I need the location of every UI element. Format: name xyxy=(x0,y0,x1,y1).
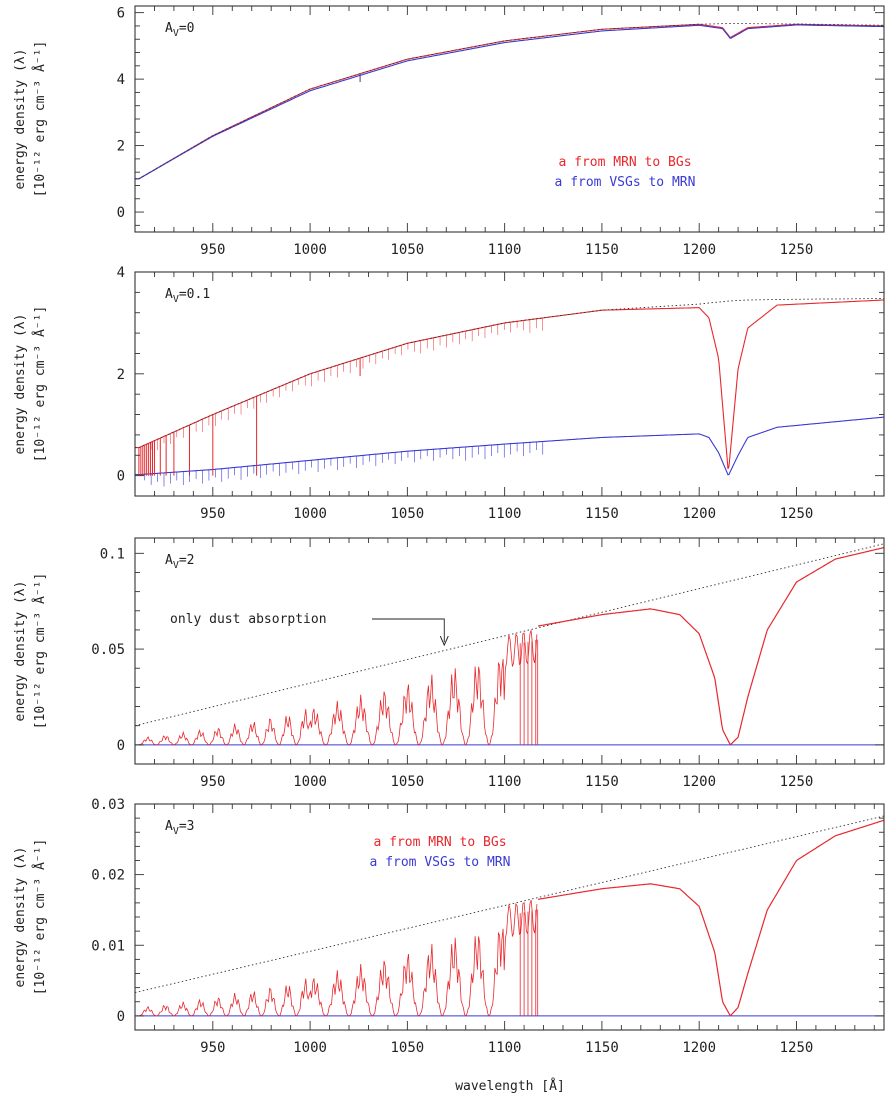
plot-frame xyxy=(134,5,885,233)
y-tick-label: 0.01 xyxy=(91,938,125,954)
x-tick-label: 1250 xyxy=(780,774,814,790)
series-line xyxy=(135,416,884,476)
y-tick-label: 0 xyxy=(117,738,125,754)
plot-frame xyxy=(134,537,885,765)
x-tick-label: 1200 xyxy=(682,1040,716,1056)
dust-only-curve xyxy=(135,23,884,180)
x-tick-label: 1200 xyxy=(682,506,716,522)
x-tick-label: 950 xyxy=(200,242,225,258)
plot-frame xyxy=(134,803,885,1031)
y-axis-label: energy density (λ) xyxy=(13,847,28,988)
x-tick-label: 1000 xyxy=(293,506,327,522)
y-tick-label: 0.03 xyxy=(91,797,125,813)
x-tick-label: 1200 xyxy=(682,242,716,258)
y-tick-label: 4 xyxy=(117,72,125,88)
x-tick-label: 1050 xyxy=(391,1040,425,1056)
y-tick-label: 4 xyxy=(117,265,125,281)
y-tick-label: 0 xyxy=(117,205,125,221)
x-tick-label: 1050 xyxy=(391,242,425,258)
plot-area xyxy=(135,298,884,487)
dust-only-curve xyxy=(135,815,884,994)
series-line xyxy=(537,819,884,1016)
y-axis-label: energy density (λ) xyxy=(13,49,28,190)
x-tick-label: 1000 xyxy=(293,774,327,790)
panel-4: 0 0.01 0.02 0.03 950 1000 1050 1100 1150 1200 1250… xyxy=(13,797,885,1056)
x-tick-label: 1100 xyxy=(488,774,522,790)
panel-2: 0 2 4 950 1000 1050 1100 1150 1200 1250 energy den… xyxy=(13,265,885,522)
y-tick-label: 0.1 xyxy=(100,546,125,562)
y-axis-label: energy density (λ) xyxy=(13,314,28,455)
dust-only-curve xyxy=(135,543,884,727)
x-tick-label: 1000 xyxy=(293,1040,327,1056)
x-tick-label: 1100 xyxy=(488,506,522,522)
absorption-forest xyxy=(138,630,538,746)
x-tick-label: 1150 xyxy=(585,242,619,258)
plot-frame xyxy=(134,271,885,497)
x-tick-label: 1100 xyxy=(488,1040,522,1056)
x-tick-label: 1200 xyxy=(682,774,716,790)
y-tick-label: 0 xyxy=(117,469,125,485)
y-axis-label: energy density (λ) xyxy=(13,581,28,722)
series-line xyxy=(135,23,884,180)
series-line xyxy=(537,547,884,745)
y-tick-label: 0 xyxy=(117,1009,125,1025)
x-tick-label: 1150 xyxy=(585,1040,619,1056)
x-tick-label: 1150 xyxy=(585,506,619,522)
x-tick-label: 1250 xyxy=(780,1040,814,1056)
x-axis-label: wavelength [Å] xyxy=(455,1078,565,1094)
x-tick-label: 1050 xyxy=(391,774,425,790)
y-axis-label: [10⁻¹² erg cm⁻³ Å⁻¹] xyxy=(32,306,48,463)
y-tick-label: 2 xyxy=(117,367,125,383)
x-tick-label: 1000 xyxy=(293,242,327,258)
annotation-arrow xyxy=(372,618,445,643)
legend-entry: a from MRN to BGs xyxy=(558,155,691,170)
dust-only-curve xyxy=(135,298,884,449)
plot-area xyxy=(135,543,884,746)
panel-label: AV=0 xyxy=(165,21,195,39)
y-tick-label: 2 xyxy=(117,139,125,155)
x-tick-label: 1050 xyxy=(391,506,425,522)
series-line xyxy=(135,24,884,180)
annotation-arrowhead xyxy=(439,635,449,647)
panel-label: AV=2 xyxy=(165,553,195,571)
panel-label: AV=0.1 xyxy=(165,287,210,305)
x-tick-label: 950 xyxy=(200,506,225,522)
x-tick-label: 950 xyxy=(200,774,225,790)
x-tick-label: 1150 xyxy=(585,774,619,790)
x-tick-label: 1100 xyxy=(488,242,522,258)
plot-area xyxy=(135,815,884,1017)
y-tick-label: 0.05 xyxy=(91,642,125,658)
plot-area xyxy=(135,23,884,180)
y-axis-label: [10⁻¹² erg cm⁻³ Å⁻¹] xyxy=(32,41,48,198)
panel-1: 0 2 4 6 950 1000 1050 1100 1150 1200 1250 energy de… xyxy=(13,5,885,258)
panel-label: AV=3 xyxy=(165,819,195,837)
y-tick-label: 0.02 xyxy=(91,868,125,884)
y-tick-label: 6 xyxy=(117,6,125,22)
x-tick-label: 1250 xyxy=(780,506,814,522)
legend-entry: a from MRN to BGs xyxy=(373,835,506,850)
legend-entry: a from VSGs to MRN xyxy=(555,175,696,190)
x-tick-label: 950 xyxy=(200,1040,225,1056)
legend-entry: a from VSGs to MRN xyxy=(370,855,511,870)
panel-3: 0 0.05 0.1 950 1000 1050 1100 1150 1200 1250 energ… xyxy=(13,537,885,790)
annotation-text: only dust absorption xyxy=(170,612,327,627)
y-axis-label: [10⁻¹² erg cm⁻³ Å⁻¹] xyxy=(32,839,48,996)
absorption-forest xyxy=(138,899,538,1017)
x-tick-label: 1250 xyxy=(780,242,814,258)
y-axis-label: [10⁻¹² erg cm⁻³ Å⁻¹] xyxy=(32,573,48,730)
